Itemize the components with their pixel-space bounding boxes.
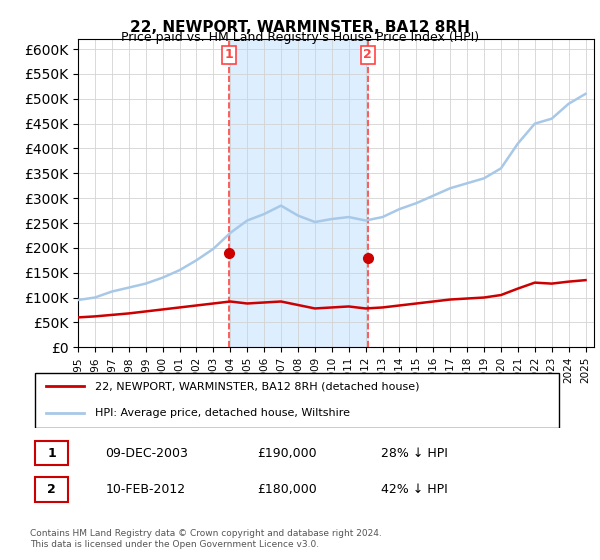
- Text: 28% ↓ HPI: 28% ↓ HPI: [381, 447, 448, 460]
- FancyBboxPatch shape: [35, 373, 559, 428]
- Text: £190,000: £190,000: [257, 447, 316, 460]
- Text: 22, NEWPORT, WARMINSTER, BA12 8RH: 22, NEWPORT, WARMINSTER, BA12 8RH: [130, 20, 470, 35]
- FancyBboxPatch shape: [35, 477, 68, 502]
- Text: 22, NEWPORT, WARMINSTER, BA12 8RH (detached house): 22, NEWPORT, WARMINSTER, BA12 8RH (detac…: [95, 381, 419, 391]
- Bar: [229, 39, 368, 347]
- Text: 2: 2: [363, 48, 372, 62]
- FancyBboxPatch shape: [35, 441, 68, 465]
- Text: Contains HM Land Registry data © Crown copyright and database right 2024.
This d: Contains HM Land Registry data © Crown c…: [30, 529, 382, 549]
- Text: Price paid vs. HM Land Registry's House Price Index (HPI): Price paid vs. HM Land Registry's House …: [121, 31, 479, 44]
- Text: 10-FEB-2012: 10-FEB-2012: [106, 483, 186, 496]
- Text: HPI: Average price, detached house, Wiltshire: HPI: Average price, detached house, Wilt…: [95, 408, 350, 418]
- Text: 42% ↓ HPI: 42% ↓ HPI: [381, 483, 448, 496]
- Text: 09-DEC-2003: 09-DEC-2003: [106, 447, 188, 460]
- Text: 1: 1: [225, 48, 233, 62]
- Text: 1: 1: [47, 447, 56, 460]
- Text: 2: 2: [47, 483, 56, 496]
- Text: £180,000: £180,000: [257, 483, 317, 496]
